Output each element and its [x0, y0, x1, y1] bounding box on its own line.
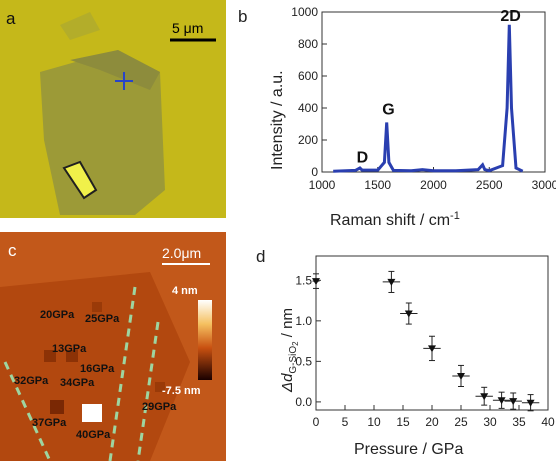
raman-x-tick-label: 3000: [532, 178, 556, 192]
scalebar-label: 5 μm: [172, 20, 203, 36]
pressure-x-tick-label: 35: [512, 415, 526, 429]
panel-d: d 0 5 10 15 20 25 30 35 40 0.0 0.5 1.0 1.5 ΔdG-SiO2 …: [230, 232, 556, 461]
height-colorbar: [198, 300, 212, 380]
colorbar-top-label: 4 nm: [172, 285, 198, 297]
raman-x-tick-label: 2500: [476, 178, 503, 192]
raman-spectrum-line: [333, 24, 524, 173]
pressure-y-axis-label: ΔdG-SiO2 / nm: [279, 308, 300, 393]
pressure-data-point: [312, 278, 320, 286]
panel-label-b: b: [238, 7, 247, 26]
pressure-x-tick-label: 5: [342, 415, 349, 429]
pressure-y-tick-label: 0.5: [295, 354, 312, 368]
panel-a: 5 μm a: [0, 0, 226, 218]
pressure-frame: [315, 255, 549, 411]
pressure-x-tick-label: 20: [425, 415, 439, 429]
optical-image: 5 μm a: [0, 0, 226, 218]
pressure-y-tick-label: 1.0: [295, 314, 312, 328]
raman-plot-area: 1000 1500 2000 2500 3000 0 200 400 600 800 1000 D G 2…: [291, 5, 556, 192]
raman-x-axis-label: Raman shift / cm-1: [330, 210, 460, 229]
raman-chart: b 1000 1500 2000 2500 3000 0 200 400 600 800 1000 D…: [238, 5, 556, 229]
pressure-data-point: [509, 398, 518, 406]
panel-label-a: a: [6, 9, 16, 28]
peak-label-d: D: [357, 149, 369, 166]
panel-c: 2.0μm 4 nm -7.5 nm c 20GPa 25GPa 13GPa 1…: [0, 232, 226, 462]
thick-flake: [62, 160, 98, 200]
guide-line-3: [136, 321, 160, 462]
raman-x-tick-label: 2000: [420, 178, 447, 192]
raman-y-tick-label: 200: [298, 133, 318, 147]
guide-line-2: [108, 286, 137, 462]
guide-line-1: [3, 361, 52, 462]
pressure-x-tick-label: 0: [313, 415, 320, 429]
label-32gpa: 32GPa: [14, 375, 49, 387]
colorbar-bottom-label: -7.5 nm: [162, 385, 201, 397]
indent-32gpa: [44, 350, 56, 362]
raman-x-tick-label: 1000: [309, 178, 336, 192]
pressure-x-tick-label: 10: [367, 415, 381, 429]
afm-scalebar-label: 2.0μm: [162, 245, 201, 261]
label-34gpa: 34GPa: [60, 377, 95, 389]
raman-x-tick-label: 1500: [364, 178, 391, 192]
panel-label-c: c: [8, 241, 17, 260]
panel-label-d: d: [256, 247, 265, 266]
indent-25gpa: [92, 302, 102, 312]
panel-b: b 1000 1500 2000 2500 3000 0 200 400 600 800 1000 D…: [230, 0, 556, 232]
pressure-data-point: [457, 372, 465, 380]
label-20gpa: 20GPa: [40, 309, 75, 321]
pressure-x-axis-label: Pressure / GPa: [354, 441, 463, 458]
raman-y-tick-label: 0: [311, 165, 318, 179]
label-16gpa: 16GPa: [80, 363, 115, 375]
pressure-x-tick-label: 15: [396, 415, 410, 429]
label-40gpa: 40GPa: [76, 429, 111, 441]
label-29gpa: 29GPa: [142, 401, 177, 413]
label-25gpa: 25GPa: [85, 313, 120, 325]
label-37gpa: 37GPa: [32, 417, 67, 429]
raman-y-tick-label: 800: [298, 37, 318, 51]
flake-edge: [60, 12, 100, 40]
pressure-y-tick-label: 0.0: [295, 395, 312, 409]
graphene-region: [0, 272, 190, 461]
pressure-data-point: [404, 310, 413, 318]
pressure-data-point: [387, 278, 396, 286]
flake-fold: [70, 50, 160, 90]
peak-label-g: G: [382, 101, 394, 118]
pressure-data-point: [497, 397, 506, 405]
indent-40gpa: [82, 404, 102, 422]
pressure-x-tick-label: 25: [454, 415, 468, 429]
pressure-y-tick-label: 1.5: [295, 273, 312, 287]
afm-image: 2.0μm 4 nm -7.5 nm c 20GPa 25GPa 13GPa 1…: [0, 232, 226, 462]
pressure-plot-area: 0 5 10 15 20 25 30 35 40 0.0 0.5 1.0 1.5: [295, 255, 555, 429]
indent-34gpa: [66, 350, 78, 362]
raman-y-tick-label: 600: [298, 69, 318, 83]
raman-y-tick-label: 400: [298, 101, 318, 115]
indent-37gpa: [50, 400, 64, 414]
peak-label-2d: 2D: [500, 8, 520, 25]
pressure-data-point: [480, 393, 489, 401]
indent-29gpa: [155, 382, 165, 392]
pressure-data-point: [428, 345, 436, 353]
pressure-x-tick-label: 30: [483, 415, 497, 429]
raman-y-axis-label: Intensity / a.u.: [269, 70, 286, 170]
pressure-data-point: [526, 399, 535, 407]
pressure-x-tick-label: 40: [541, 415, 555, 429]
pressure-chart: d 0 5 10 15 20 25 30 35 40 0.0 0.5 1.0 1.5 ΔdG-SiO2 …: [256, 247, 555, 458]
raman-y-tick-label: 1000: [291, 5, 318, 19]
label-13gpa: 13GPa: [52, 343, 87, 355]
